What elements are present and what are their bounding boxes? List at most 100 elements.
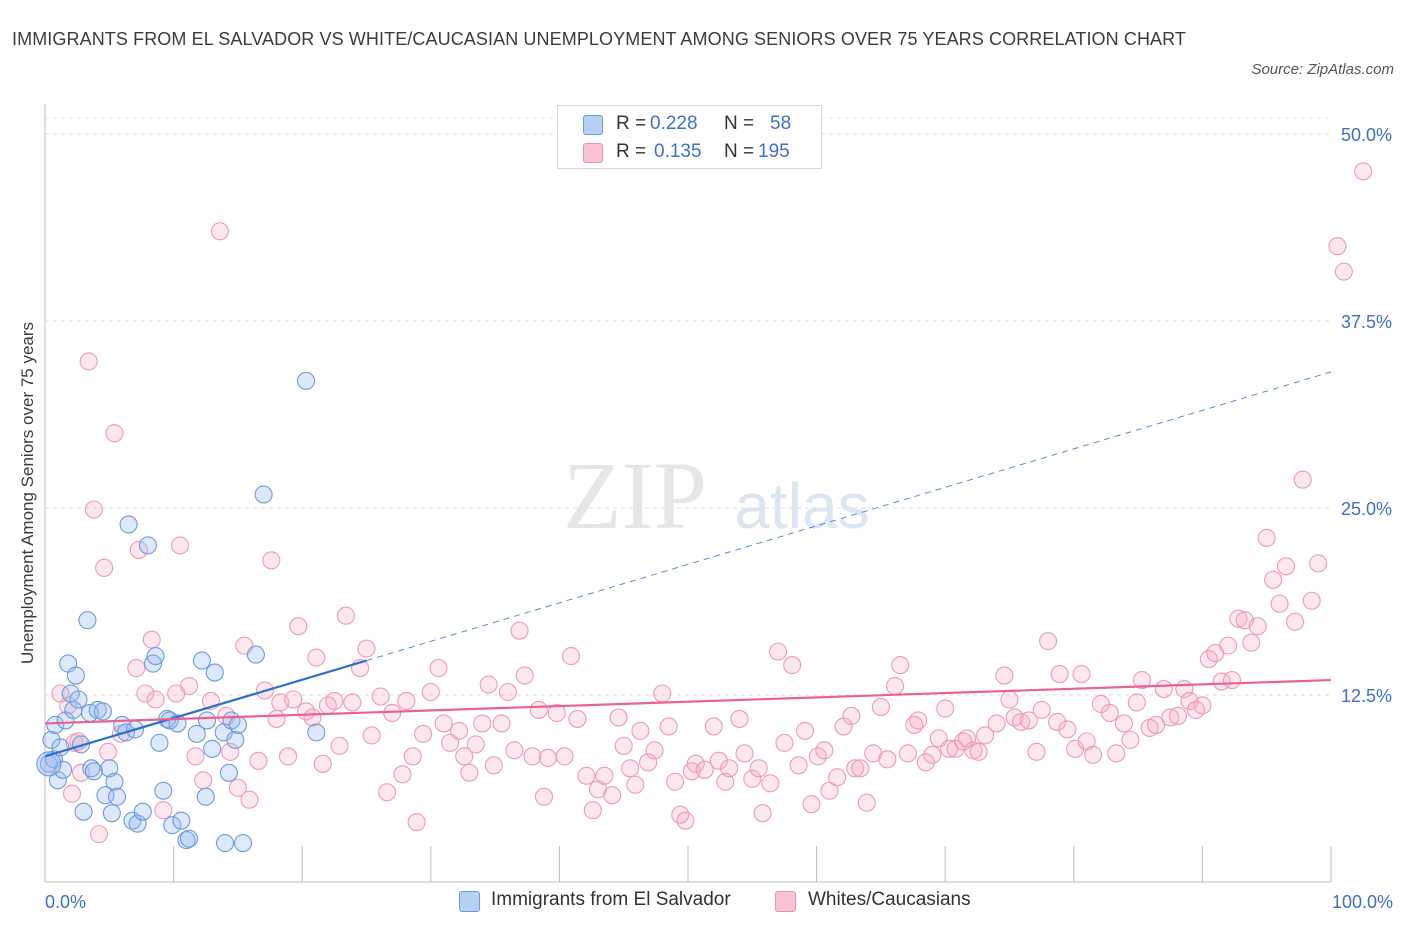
data-point-whites	[815, 741, 834, 760]
data-point-el-salvador	[128, 814, 147, 833]
data-point-whites	[846, 759, 865, 778]
data-point-whites	[676, 811, 695, 830]
legend-swatch-el-salvador	[459, 891, 480, 912]
data-point-whites	[653, 684, 672, 703]
data-point-whites	[450, 721, 469, 740]
data-point-whites	[709, 751, 728, 770]
data-point-whites	[603, 786, 622, 805]
data-point-el-salvador	[172, 811, 191, 830]
data-point-el-salvador	[179, 829, 199, 848]
data-point-whites	[834, 717, 853, 736]
data-point-whites	[336, 606, 355, 625]
data-point-whites	[303, 708, 322, 727]
data-point-whites	[89, 825, 109, 844]
data-point-whites	[704, 717, 723, 736]
data-point-el-salvador	[233, 834, 253, 853]
data-point-whites	[730, 709, 749, 728]
data-point-whites	[909, 711, 928, 730]
data-point-el-salvador	[119, 515, 138, 534]
data-point-whites	[79, 352, 98, 371]
n-value: 195	[758, 141, 790, 162]
data-point-el-salvador	[197, 711, 217, 730]
data-point-whites	[1264, 570, 1283, 589]
data-point-whites	[609, 708, 628, 727]
data-point-whites	[407, 813, 426, 832]
data-point-whites	[1302, 591, 1321, 610]
data-point-el-salvador	[297, 371, 316, 390]
data-point-whites	[194, 771, 213, 790]
y-tick-label: 12.5%	[1341, 686, 1392, 706]
data-point-el-salvador	[96, 786, 115, 805]
data-point-whites	[1027, 742, 1046, 761]
data-point-whites	[820, 781, 839, 800]
n-label: N =	[724, 141, 755, 162]
data-point-whites	[828, 768, 847, 787]
data-point-el-salvador	[226, 730, 245, 749]
data-point-el-salvador	[71, 735, 91, 754]
data-point-whites	[473, 714, 492, 733]
data-point-whites	[891, 656, 910, 675]
r-label: R =	[616, 141, 647, 162]
y-tick-label: 50.0%	[1341, 125, 1392, 145]
data-point-el-salvador	[203, 739, 222, 758]
data-point-whites	[1132, 670, 1152, 690]
r-value: 0.228	[650, 113, 698, 134]
data-point-whites	[267, 709, 286, 728]
data-point-whites	[62, 784, 82, 803]
data-point-whites	[1248, 617, 1267, 636]
data-point-whites	[568, 709, 587, 728]
data-point-whites	[987, 714, 1006, 733]
data-point-whites	[1193, 696, 1212, 715]
data-point-whites	[129, 540, 148, 559]
data-point-whites	[460, 763, 479, 782]
data-point-whites	[434, 714, 453, 733]
data-point-whites	[170, 536, 190, 555]
data-point-whites	[1309, 554, 1328, 573]
data-point-whites	[626, 775, 645, 794]
watermark-atlas: atlas	[734, 470, 869, 542]
data-point-whites	[1242, 633, 1261, 652]
data-point-whites	[221, 742, 240, 761]
data-point-whites	[1219, 636, 1238, 655]
swatch-whites	[583, 143, 603, 163]
data-point-whites	[421, 682, 440, 702]
data-point-whites	[284, 690, 303, 709]
data-point-el-salvador	[228, 715, 247, 734]
data-point-el-salvador	[46, 715, 65, 734]
data-point-whites	[330, 736, 349, 755]
r-value: 0.135	[654, 141, 702, 162]
data-point-whites	[1168, 706, 1188, 725]
swatch-el-salvador	[583, 115, 603, 135]
watermark-zip: ZIP	[563, 442, 707, 549]
data-point-el-salvador	[133, 802, 152, 821]
data-point-whites	[538, 748, 557, 767]
data-point-whites	[671, 805, 690, 824]
data-point-whites	[695, 760, 714, 779]
data-point-whites	[179, 676, 199, 696]
data-point-whites	[127, 659, 146, 678]
data-point-el-salvador	[56, 711, 75, 730]
data-point-whites	[1114, 714, 1134, 733]
data-point-whites	[515, 666, 534, 685]
data-point-whites	[492, 714, 511, 733]
data-point-whites	[1229, 609, 1248, 628]
data-point-el-salvador	[192, 651, 211, 670]
data-point-whites	[631, 721, 650, 740]
data-point-whites	[414, 724, 433, 743]
data-point-whites	[1048, 712, 1067, 731]
data-point-whites	[95, 558, 114, 577]
data-point-whites	[289, 617, 308, 636]
data-point-whites	[555, 747, 574, 766]
data-point-whites	[1270, 594, 1289, 613]
data-point-el-salvador	[42, 730, 61, 749]
y-tick-label: 25.0%	[1341, 499, 1392, 519]
data-point-el-salvador	[163, 816, 182, 835]
data-point-whites	[946, 739, 965, 758]
data-point-whites	[479, 675, 498, 694]
data-point-el-salvador	[196, 787, 215, 806]
data-point-whites	[936, 699, 955, 718]
data-point-whites	[768, 642, 788, 661]
data-point-whites	[1121, 730, 1140, 749]
data-point-whites	[898, 744, 917, 763]
data-point-whites	[1285, 612, 1305, 631]
